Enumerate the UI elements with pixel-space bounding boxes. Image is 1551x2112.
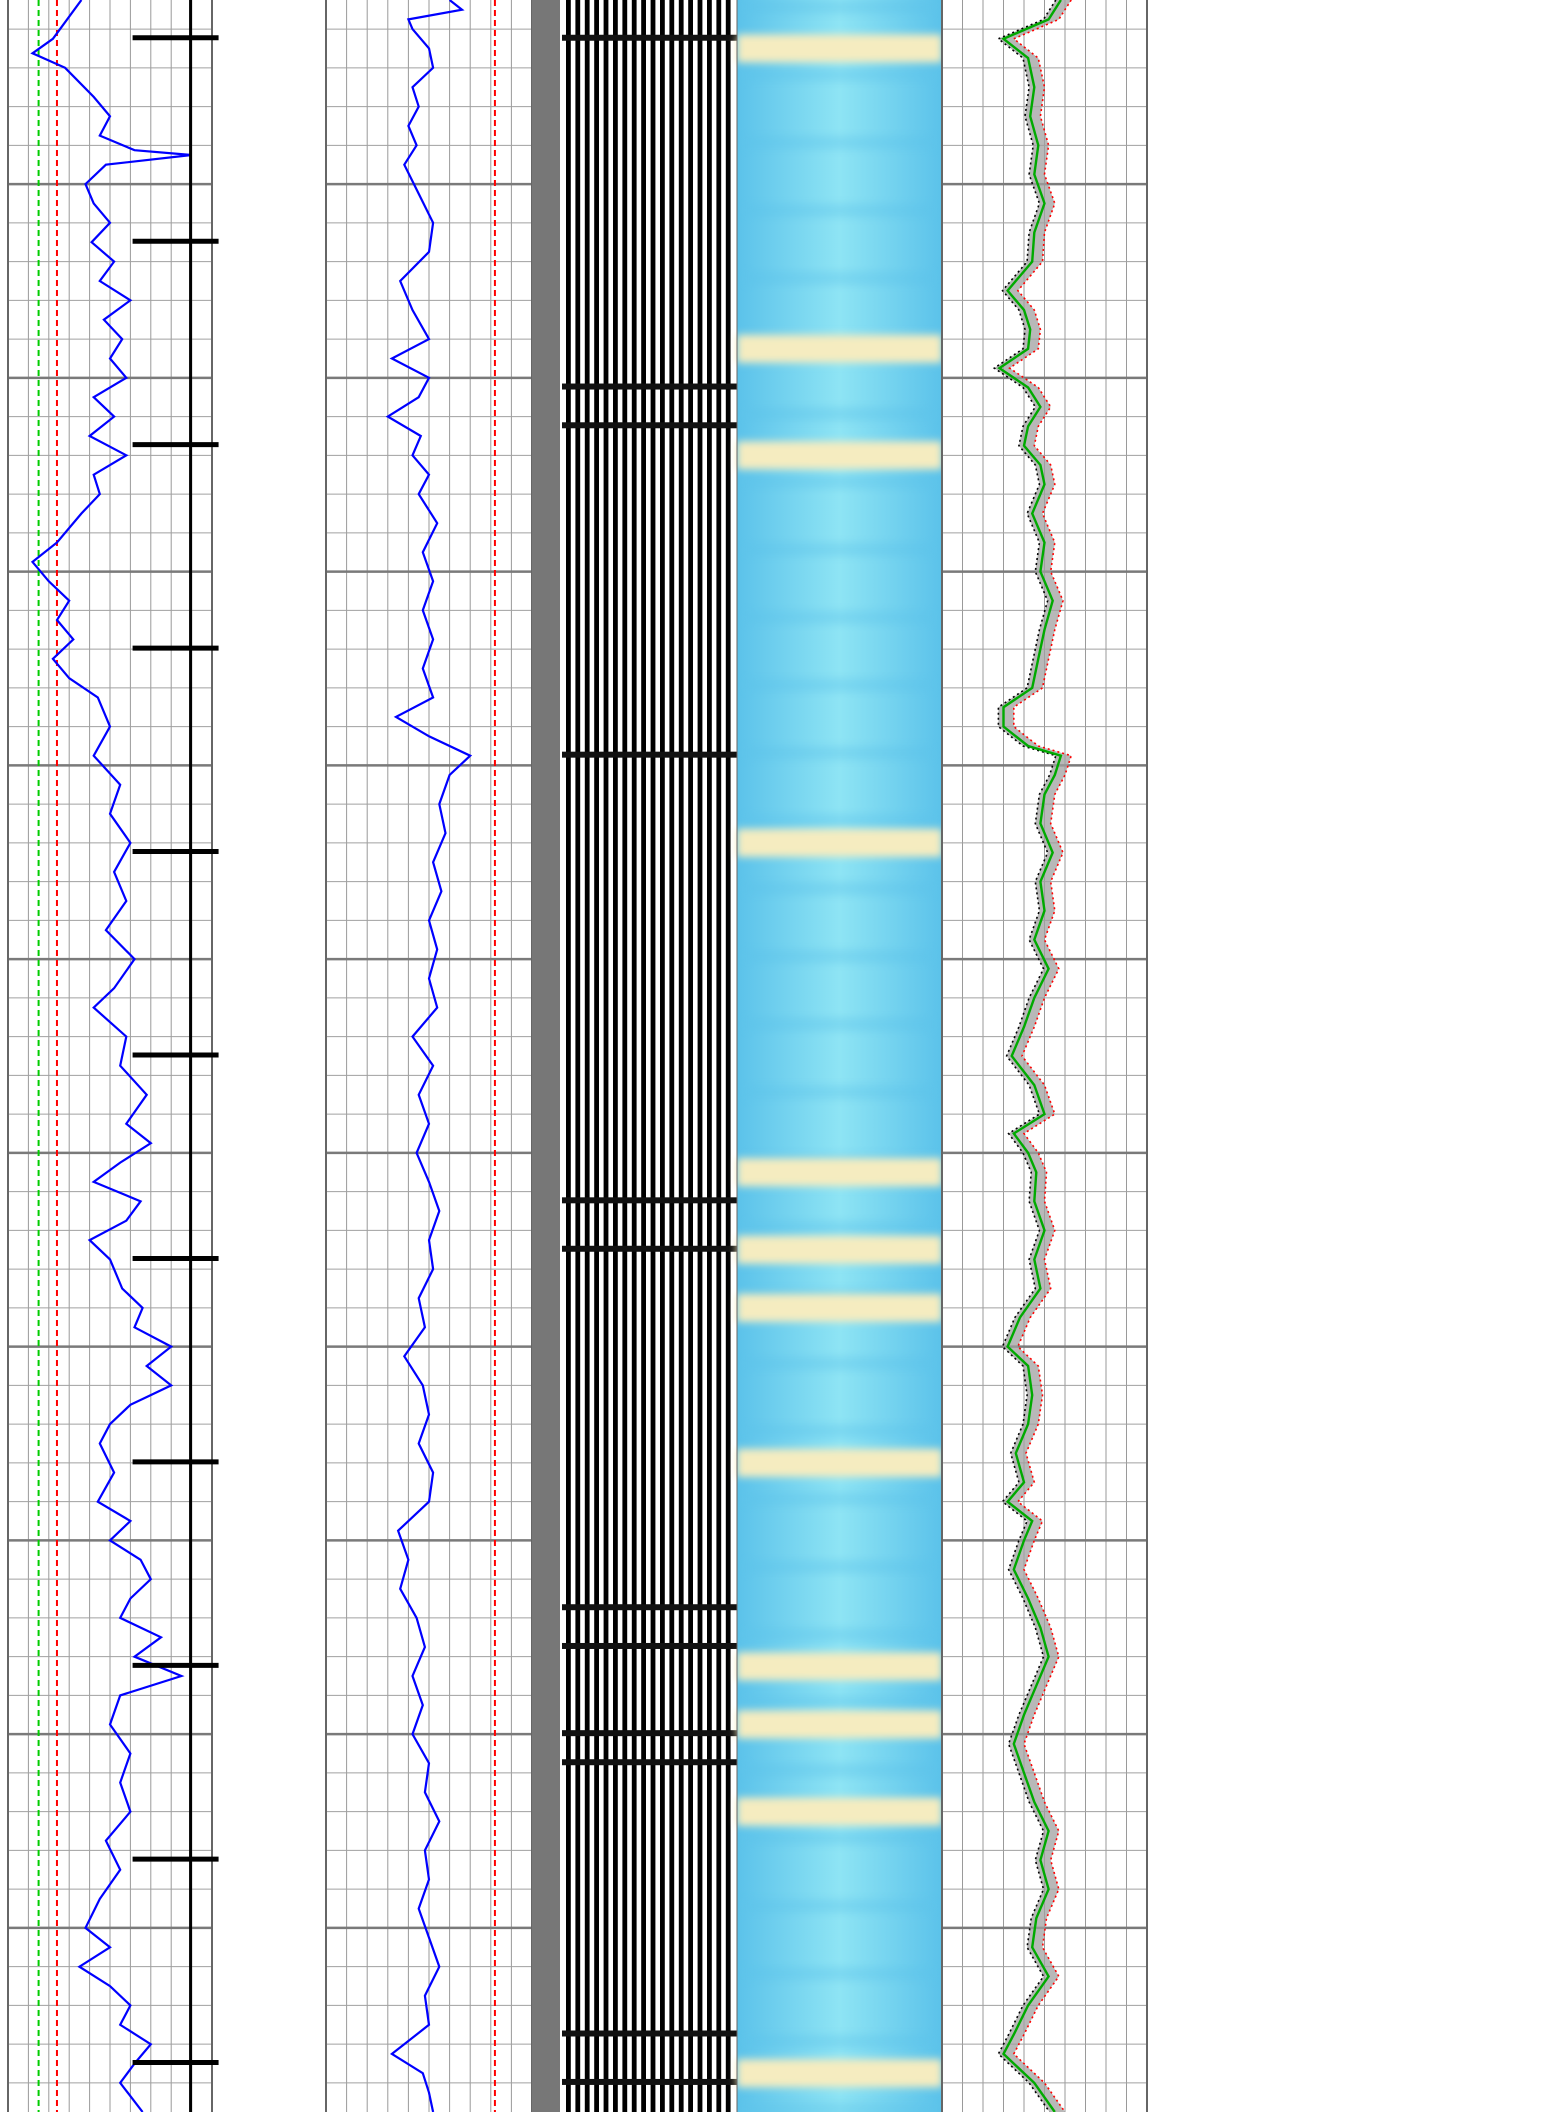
track-4-texture [747,1695,932,1710]
track-4-texture [747,678,932,693]
track-3-gray-strip [532,0,560,2112]
track-4-texture [747,1898,932,1913]
track-4-heatmap [736,0,943,2112]
track-3-stripe [716,0,722,2112]
track-3-event-band [562,1642,737,1649]
track-3-stripe [688,0,693,2112]
track-3-event-band [562,1604,737,1611]
track-3-event-band [562,422,737,429]
track-3-stripe [641,0,646,2112]
track-4-texture [747,1424,932,1439]
track-3-stripe [631,0,637,2112]
track-4-texture [747,542,932,557]
track-4-texture [747,0,932,14]
track-3-stripe [725,0,731,2112]
track-4-texture [747,1763,932,1778]
track-4-light-band [737,1293,942,1322]
track-4-light-band [737,441,942,470]
track-4-texture [747,1966,932,1981]
track-4-texture [747,2102,932,2112]
track-4-texture [747,949,932,964]
track-2-grid [325,0,533,2112]
track-4-light-band [737,1797,942,1826]
track-3-stripe [660,0,665,2112]
track-4-texture [747,813,932,828]
track-5-grid [941,0,1148,2112]
track-4-light-band [737,1158,942,1187]
track-5-green-curve [997,0,1063,2112]
track-3-stripe [678,0,684,2112]
track-4-texture [747,745,932,760]
track-3-stripe [669,0,675,2112]
track-4-texture [747,67,932,82]
track-3-event-band [562,1730,737,1737]
track-3-event-band [562,751,737,758]
track-3-wiggle [532,0,737,2112]
track-4-texture [747,474,932,489]
track-4-light-band [737,828,942,857]
track-1-curves [30,0,192,2112]
track-3-stripe [603,0,609,2112]
track-3-stripe [707,0,712,2112]
track-3-event-band [562,1759,737,1766]
track-4-light-band [737,1652,942,1681]
track-4-texture [747,1559,932,1574]
track-4-light-band [737,34,942,63]
track-3-stripe [650,0,656,2112]
track-4-texture [747,1356,932,1371]
track-4-light-band [737,1235,942,1264]
track-4-texture [747,271,932,286]
track-4-background [737,0,942,2112]
track-4-texture [747,881,932,896]
track-1-event-markers [132,0,219,2112]
track-4-texture [747,406,932,421]
track-2-curve [385,0,473,2112]
track-2-curves [385,0,496,2112]
track-4-texture [747,135,932,150]
track-3-stripe [566,0,571,2112]
track-3-event-band [562,34,737,41]
track-4-texture [747,1627,932,1642]
track-4-light-band [737,2059,942,2088]
track-4-light-band [737,334,942,363]
track-3-stripe [697,0,703,2112]
track-4-texture [747,203,932,218]
track-1-curve [30,0,192,2112]
track-3-stripe [584,0,590,2112]
track-4-texture [747,1017,932,1032]
track-5-curves [992,0,1073,2112]
track-4-texture [747,1220,932,1235]
track-3-event-band [562,2078,737,2085]
track-4-texture [747,2034,932,2049]
track-3-stripe [594,0,599,2112]
track-3-event-band [562,383,737,390]
track-4-texture [747,1491,932,1506]
track-4-light-band [737,1710,942,1739]
track-4-texture [747,610,932,625]
track-4-texture [747,1085,932,1100]
track-4-light-band [737,1448,942,1477]
track-3-stripe [622,0,628,2112]
track-3-event-band [562,1197,737,1204]
track-3-event-band [562,1245,737,1252]
track-3-event-band [562,2030,737,2037]
track-3-stripe [613,0,618,2112]
track-5-fill [994,0,1072,2112]
track-3-stripe [575,0,581,2112]
track-4-texture [747,1831,932,1846]
